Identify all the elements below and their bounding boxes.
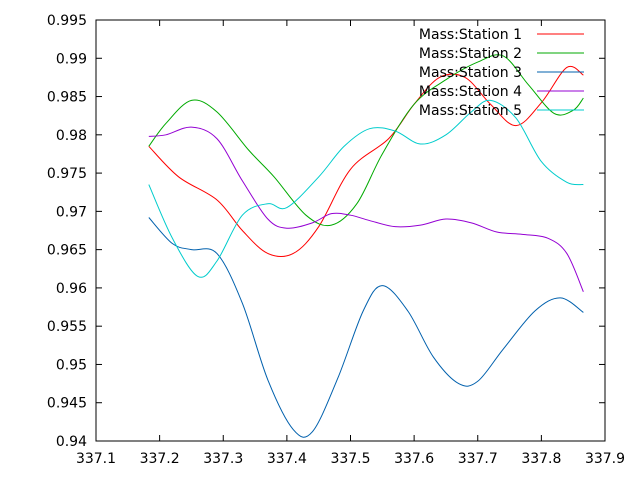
x-tick-label: 337.1 (76, 451, 116, 467)
plot-border (95, 19, 606, 442)
x-tick-label: 337.4 (267, 451, 307, 467)
series-line-station-3 (148, 217, 584, 438)
series-line-station-4 (148, 126, 584, 292)
legend: Mass:Station 1 Mass:Station 2 Mass:Station… (419, 27, 584, 119)
y-tick-label: 0.965 (47, 243, 87, 259)
x-tick-label: 337.3 (203, 451, 243, 467)
axis-ticks: 337.1 337.2 337.3 337.4 337.5 337.6 337.7 337.8… (47, 13, 625, 467)
y-tick-label: 0.94 (56, 434, 87, 450)
y-tick-label: 0.98 (56, 128, 87, 144)
series-line-station-5 (148, 99, 584, 278)
y-tick-label: 0.945 (47, 396, 87, 412)
series-lines (148, 54, 584, 438)
legend-label-station-2: Mass:Station 2 (419, 46, 522, 62)
x-tick-label: 337.8 (521, 451, 561, 467)
series-line-station-2 (148, 54, 584, 227)
y-tick-label: 0.99 (56, 51, 87, 67)
legend-label-station-1: Mass:Station 1 (419, 27, 522, 43)
x-tick-label: 337.5 (330, 451, 370, 467)
x-tick-label: 337.2 (140, 451, 180, 467)
y-tick-label: 0.97 (56, 204, 87, 220)
y-tick-label: 0.995 (47, 13, 87, 29)
x-tick-label: 337.9 (585, 451, 625, 467)
y-tick-label: 0.975 (47, 166, 87, 182)
series-line-station-1 (148, 65, 584, 258)
y-tick-label: 0.96 (56, 281, 87, 297)
legend-label-station-5: Mass:Station 5 (419, 103, 522, 119)
x-tick-label: 337.6 (394, 451, 434, 467)
y-tick-label: 0.95 (56, 357, 87, 373)
y-tick-label: 0.955 (47, 319, 87, 335)
legend-label-station-3: Mass:Station 3 (419, 65, 522, 81)
legend-label-station-4: Mass:Station 4 (419, 84, 522, 100)
y-tick-label: 0.985 (47, 90, 87, 106)
x-tick-label: 337.7 (458, 451, 498, 467)
